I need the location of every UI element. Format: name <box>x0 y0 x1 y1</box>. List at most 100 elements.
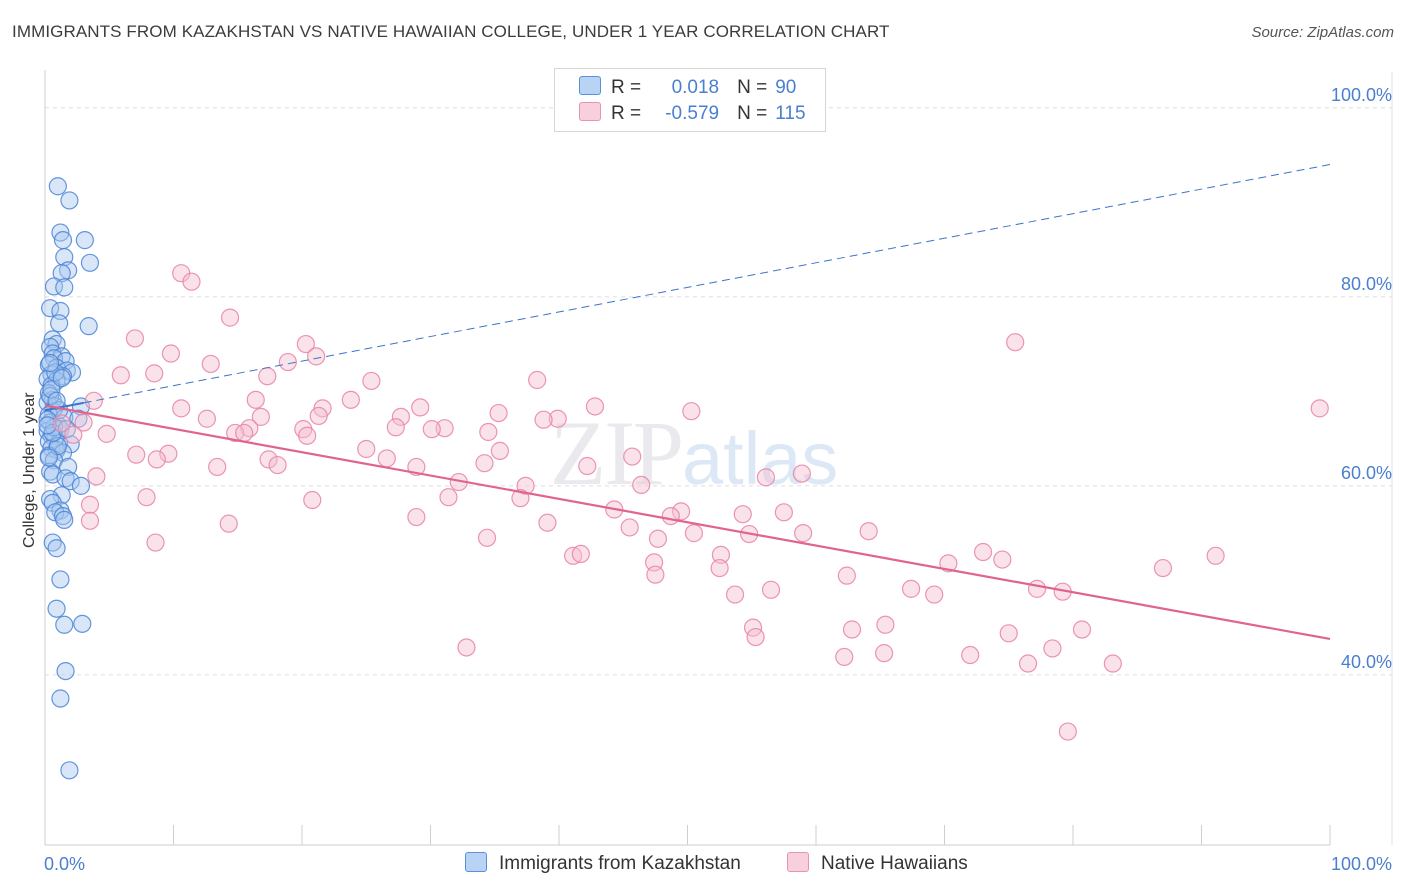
data-point <box>146 533 165 552</box>
data-point <box>842 620 862 639</box>
data-point <box>111 366 130 385</box>
data-point <box>761 580 781 599</box>
data-point <box>208 457 227 477</box>
data-point <box>268 455 287 475</box>
data-point <box>56 469 75 488</box>
data-point <box>1206 546 1225 565</box>
data-point <box>578 456 597 476</box>
data-point <box>648 529 668 548</box>
bottom-legend-pink: Native Hawaiians <box>787 852 968 875</box>
data-point <box>145 364 164 383</box>
data-point <box>973 542 993 562</box>
data-point <box>50 314 69 333</box>
data-point <box>632 475 651 495</box>
data-point <box>1043 639 1062 658</box>
data-point <box>159 444 178 463</box>
data-point <box>296 334 315 354</box>
data-point <box>235 423 254 443</box>
data-point <box>47 539 66 558</box>
data-point <box>407 507 426 527</box>
y-tick-label: 80.0% <box>1341 274 1392 294</box>
data-point <box>875 644 894 663</box>
legend-n-label: N = <box>737 103 768 124</box>
data-point <box>1072 620 1092 639</box>
chart-title: IMMIGRANTS FROM KAZAKHSTAN VS NATIVE HAW… <box>12 22 890 41</box>
data-point <box>457 638 476 657</box>
legend-r-label: R = <box>611 77 642 98</box>
data-point <box>41 299 60 318</box>
data-point <box>52 414 71 433</box>
data-point <box>391 407 411 426</box>
data-point <box>756 468 775 487</box>
data-point <box>1058 722 1077 741</box>
bottom-legend-swatch-pink <box>787 852 809 872</box>
legend-n-label: N = <box>737 77 768 98</box>
data-point <box>51 689 70 708</box>
data-point <box>411 398 430 417</box>
data-point <box>475 454 494 473</box>
data-point <box>684 524 704 543</box>
data-point <box>490 441 509 460</box>
series-immigrants-from-kazakhstan <box>38 177 100 780</box>
data-point <box>219 514 238 533</box>
data-point <box>422 420 441 439</box>
data-point <box>377 449 396 468</box>
data-point <box>620 518 639 537</box>
data-point <box>925 585 944 604</box>
data-point <box>661 506 680 526</box>
data-point <box>80 511 100 530</box>
data-point <box>794 524 813 543</box>
data-point <box>56 661 75 681</box>
data-point <box>246 390 265 409</box>
data-point <box>837 566 856 585</box>
y-axis-label: College, Under 1 year <box>21 392 38 548</box>
data-point <box>80 495 100 514</box>
data-point <box>74 413 93 432</box>
trend-line-blue-solid <box>44 401 84 412</box>
watermark-zip: ZIP <box>550 402 684 504</box>
data-point <box>61 472 80 491</box>
legend-swatch-blue <box>579 76 601 95</box>
legend-row-blue: R = 0.018 N = 90 <box>579 76 796 100</box>
data-point <box>489 403 508 423</box>
x-tick-label: 0.0% <box>44 854 85 874</box>
bottom-legend-swatch-blue <box>465 852 487 872</box>
data-point <box>439 488 458 507</box>
series-native-hawaiians <box>52 264 1329 741</box>
data-point <box>711 545 731 564</box>
data-point <box>939 554 958 573</box>
data-point <box>41 462 60 481</box>
data-point <box>87 467 106 486</box>
data-point <box>774 503 793 522</box>
data-point <box>39 448 58 467</box>
gridlines <box>45 107 1392 676</box>
data-point <box>220 308 240 327</box>
trend-line-pink <box>44 404 1331 641</box>
y-tick-label: 100.0% <box>1331 85 1392 105</box>
bottom-legend-label: Native Hawaiians <box>821 853 968 874</box>
data-point <box>479 422 498 442</box>
data-point <box>75 231 94 250</box>
data-point <box>792 464 811 483</box>
data-point <box>999 624 1018 643</box>
legend-r-value: 0.018 <box>671 77 720 98</box>
legend-row-pink: R = -0.579 N = 115 <box>579 102 806 126</box>
data-point <box>303 490 322 510</box>
data-point <box>671 502 691 521</box>
data-point <box>1153 558 1173 578</box>
data-point <box>48 177 67 196</box>
data-point <box>60 761 79 780</box>
data-point <box>746 627 765 647</box>
data-point <box>71 476 91 495</box>
trend-line-blue-dashed <box>83 164 1331 404</box>
data-point <box>53 231 73 250</box>
data-point <box>278 352 297 372</box>
data-point <box>1006 333 1025 352</box>
data-point <box>725 585 745 604</box>
data-point <box>341 390 360 409</box>
y-tick-label: 40.0% <box>1341 652 1392 672</box>
correlation-legend: R = 0.018 N = 90 R = -0.579 N = 115 <box>554 68 826 132</box>
data-point <box>147 450 166 469</box>
data-point <box>201 354 220 374</box>
